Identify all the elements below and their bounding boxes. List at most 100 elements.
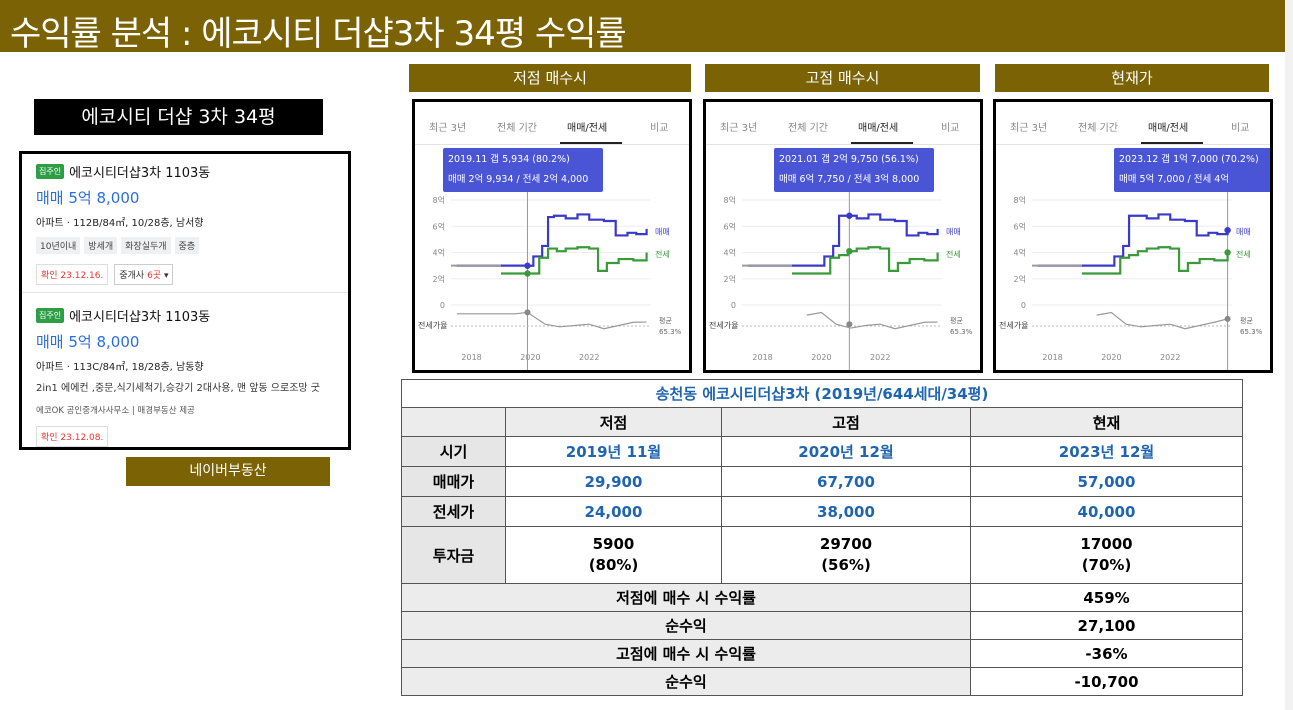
tab-compare[interactable]: 비교 bbox=[650, 123, 669, 134]
confirm-date-badge: 확인 23.12.16. bbox=[36, 264, 109, 285]
ratio-marker-dot bbox=[1224, 315, 1231, 322]
jeonse-marker-dot bbox=[846, 247, 853, 255]
chart-tooltip: 2023.12 갭 1억 7,000 (70.2%) 매매 5억 7,000 /… bbox=[1114, 148, 1270, 192]
table-cell: 57,000 bbox=[970, 466, 1243, 497]
ratio-average-value: 65.3% bbox=[950, 328, 973, 336]
table-cell: 5900 (80%) bbox=[505, 526, 722, 584]
confirm-date-badge: 확인 23.12.08. bbox=[36, 426, 109, 447]
ratio-average-label: 평균 bbox=[950, 316, 963, 325]
sale-series-label: 매매 bbox=[1236, 228, 1251, 237]
tab-recent-3y[interactable]: 최근 3년 bbox=[429, 123, 467, 134]
right-edge-strip bbox=[1285, 0, 1293, 710]
row-label: 전세가 bbox=[401, 496, 506, 527]
table-cell: 2019년 11월 bbox=[505, 436, 722, 467]
table-cell: 24,000 bbox=[505, 496, 722, 527]
x-tick-label: 2018 bbox=[461, 353, 481, 362]
owner-badge: 집주인 bbox=[36, 308, 65, 323]
x-tick-label: 2020 bbox=[520, 353, 540, 362]
y-tick-label: 6억 bbox=[724, 221, 736, 231]
listing-name[interactable]: 에코시티더샵3차 1103동 bbox=[69, 166, 211, 181]
listing-tag: 중층 bbox=[174, 237, 200, 254]
tab-sale-jeonse[interactable]: 매매/전세 bbox=[858, 123, 899, 134]
tab-sale-jeonse[interactable]: 매매/전세 bbox=[567, 123, 608, 134]
tab-active-underline bbox=[1141, 142, 1203, 144]
listing-confirm-row: 확인 23.12.08. bbox=[36, 426, 341, 447]
jeonse-price-line bbox=[501, 246, 648, 275]
ratio-average-value: 65.3% bbox=[659, 328, 682, 336]
table-title: 송천동 에코시티더샵3차 (2019년/644세대/34평) bbox=[401, 379, 1243, 408]
tooltip-gap: 2021.01 갭 2억 9,750 (56.1%) bbox=[779, 154, 919, 165]
table-cell: 67,700 bbox=[721, 466, 971, 497]
column-header: 고점 bbox=[721, 407, 971, 437]
x-tick-label: 2022 bbox=[1160, 353, 1180, 362]
row-label: 매매가 bbox=[401, 466, 506, 497]
tab-recent-3y[interactable]: 최근 3년 bbox=[720, 123, 758, 134]
tooltip-gap: 2019.11 갭 5,934 (80.2%) bbox=[448, 154, 570, 165]
table-cell: 40,000 bbox=[970, 496, 1243, 527]
column-header: 현재 bbox=[970, 407, 1243, 437]
jeonse-series-label: 전세 bbox=[1236, 249, 1251, 259]
column-header bbox=[401, 407, 506, 437]
listing-item[interactable]: 집주인 에코시티더샵3차 1103동 매매 5억 8,000 아파트 · 113… bbox=[36, 306, 341, 447]
tab-all-period[interactable]: 전체 기간 bbox=[497, 123, 537, 134]
chart-tabs: 최근 3년 전체 기간 매매/전세 비교 bbox=[706, 102, 980, 145]
x-tick-label: 2018 bbox=[1042, 353, 1062, 362]
tab-compare[interactable]: 비교 bbox=[941, 123, 960, 134]
investment-ratio: (56%) bbox=[821, 556, 871, 574]
tab-sale-jeonse[interactable]: 매매/전세 bbox=[1148, 123, 1189, 134]
tab-recent-3y[interactable]: 최근 3년 bbox=[1010, 123, 1048, 134]
table-cell: 2020년 12월 bbox=[721, 436, 971, 467]
y-tick-label: 2억 bbox=[724, 274, 736, 284]
summary-value: 27,100 bbox=[970, 611, 1243, 640]
listing-price: 매매 5억 8,000 bbox=[36, 189, 140, 207]
listing-description: 2in1 에에컨 ,중문,식기세척기,승강기 2대사용, 맨 앞동 으로조망 굿 bbox=[36, 383, 320, 394]
ratio-line bbox=[806, 311, 938, 330]
jeonse-marker-dot bbox=[1224, 249, 1231, 256]
ratio-axis-label: 전세가율 bbox=[418, 320, 447, 330]
listing-tag: 방세개 bbox=[84, 237, 118, 254]
x-tick-label: 2018 bbox=[752, 353, 772, 362]
agents-dropdown[interactable]: 중개사 6곳 ▾ bbox=[114, 264, 174, 285]
investment-ratio: (80%) bbox=[588, 556, 639, 574]
sale-marker-dot bbox=[524, 262, 531, 269]
listing-header: 집주인 에코시티더샵3차 1103동 bbox=[36, 306, 341, 325]
table-cell: 29700 (56%) bbox=[721, 526, 971, 584]
ratio-line bbox=[1096, 311, 1228, 330]
owner-badge: 집주인 bbox=[36, 164, 65, 179]
y-tick-label: 2억 bbox=[433, 274, 445, 284]
section-label-low: 저점 매수시 bbox=[409, 64, 691, 92]
y-tick-label: 2억 bbox=[1014, 274, 1026, 284]
listing-item[interactable]: 집주인 에코시티더샵3차 1103동 매매 5억 8,000 아파트 · 112… bbox=[36, 162, 341, 285]
jeonse-series-label: 전세 bbox=[946, 249, 961, 259]
tab-compare[interactable]: 비교 bbox=[1231, 123, 1250, 134]
source-label: 네이버부동산 bbox=[126, 457, 330, 486]
y-tick-label: 0 bbox=[731, 301, 736, 310]
y-tick-label: 8억 bbox=[1014, 195, 1026, 205]
tab-all-period[interactable]: 전체 기간 bbox=[788, 123, 828, 134]
listing-spec: 아파트 · 113C/84㎡, 18/28층, 남동향 bbox=[36, 362, 204, 373]
tab-all-period[interactable]: 전체 기간 bbox=[1078, 123, 1118, 134]
y-tick-label: 6억 bbox=[1014, 221, 1026, 231]
chart-tabs: 최근 3년 전체 기간 매매/전세 비교 bbox=[996, 102, 1270, 145]
y-tick-label: 8억 bbox=[724, 195, 736, 205]
tooltip-prices: 매매 6억 7,750 / 전세 3억 8,000 bbox=[779, 174, 920, 185]
investment-amount: 5900 bbox=[592, 535, 635, 553]
header-bar: 수익률 분석 : 에코시티 더샵3차 34평 수익률 bbox=[0, 0, 1285, 54]
listing-agency: 에코OK 공인중개사사무소 | 매경부동산 제공 bbox=[36, 406, 195, 416]
chart-panel-current: 최근 3년 전체 기간 매매/전세 비교 8억 6억 4억 2억 0 2018 2020 20… bbox=[993, 99, 1273, 373]
tab-active-underline bbox=[560, 142, 622, 144]
table-cell: 17000 (70%) bbox=[970, 526, 1243, 584]
listing-name[interactable]: 에코시티더샵3차 1103동 bbox=[69, 310, 211, 325]
summary-label: 고점에 매수 시 수익률 bbox=[401, 639, 971, 668]
section-label-high: 고점 매수시 bbox=[705, 64, 980, 92]
table-row: 전세가 24,000 38,000 40,000 bbox=[401, 496, 1243, 527]
ratio-axis-label: 전세가율 bbox=[999, 320, 1028, 330]
sale-price-line bbox=[747, 213, 939, 267]
summary-table: 송천동 에코시티더샵3차 (2019년/644세대/34평) 저점 고점 현재 … bbox=[401, 379, 1243, 696]
ratio-axis-label: 전세가율 bbox=[709, 320, 738, 330]
chart-tooltip: 2019.11 갭 5,934 (80.2%) 매매 2억 9,934 / 전세… bbox=[443, 148, 603, 192]
chart-panel-low: 최근 3년 전체 기간 매매/전세 비교 8억 6억 4억 2억 0 2018 2020 20… bbox=[412, 99, 692, 373]
summary-row: 고점에 매수 시 수익률 -36% bbox=[401, 639, 1243, 668]
summary-value: 459% bbox=[970, 583, 1243, 612]
